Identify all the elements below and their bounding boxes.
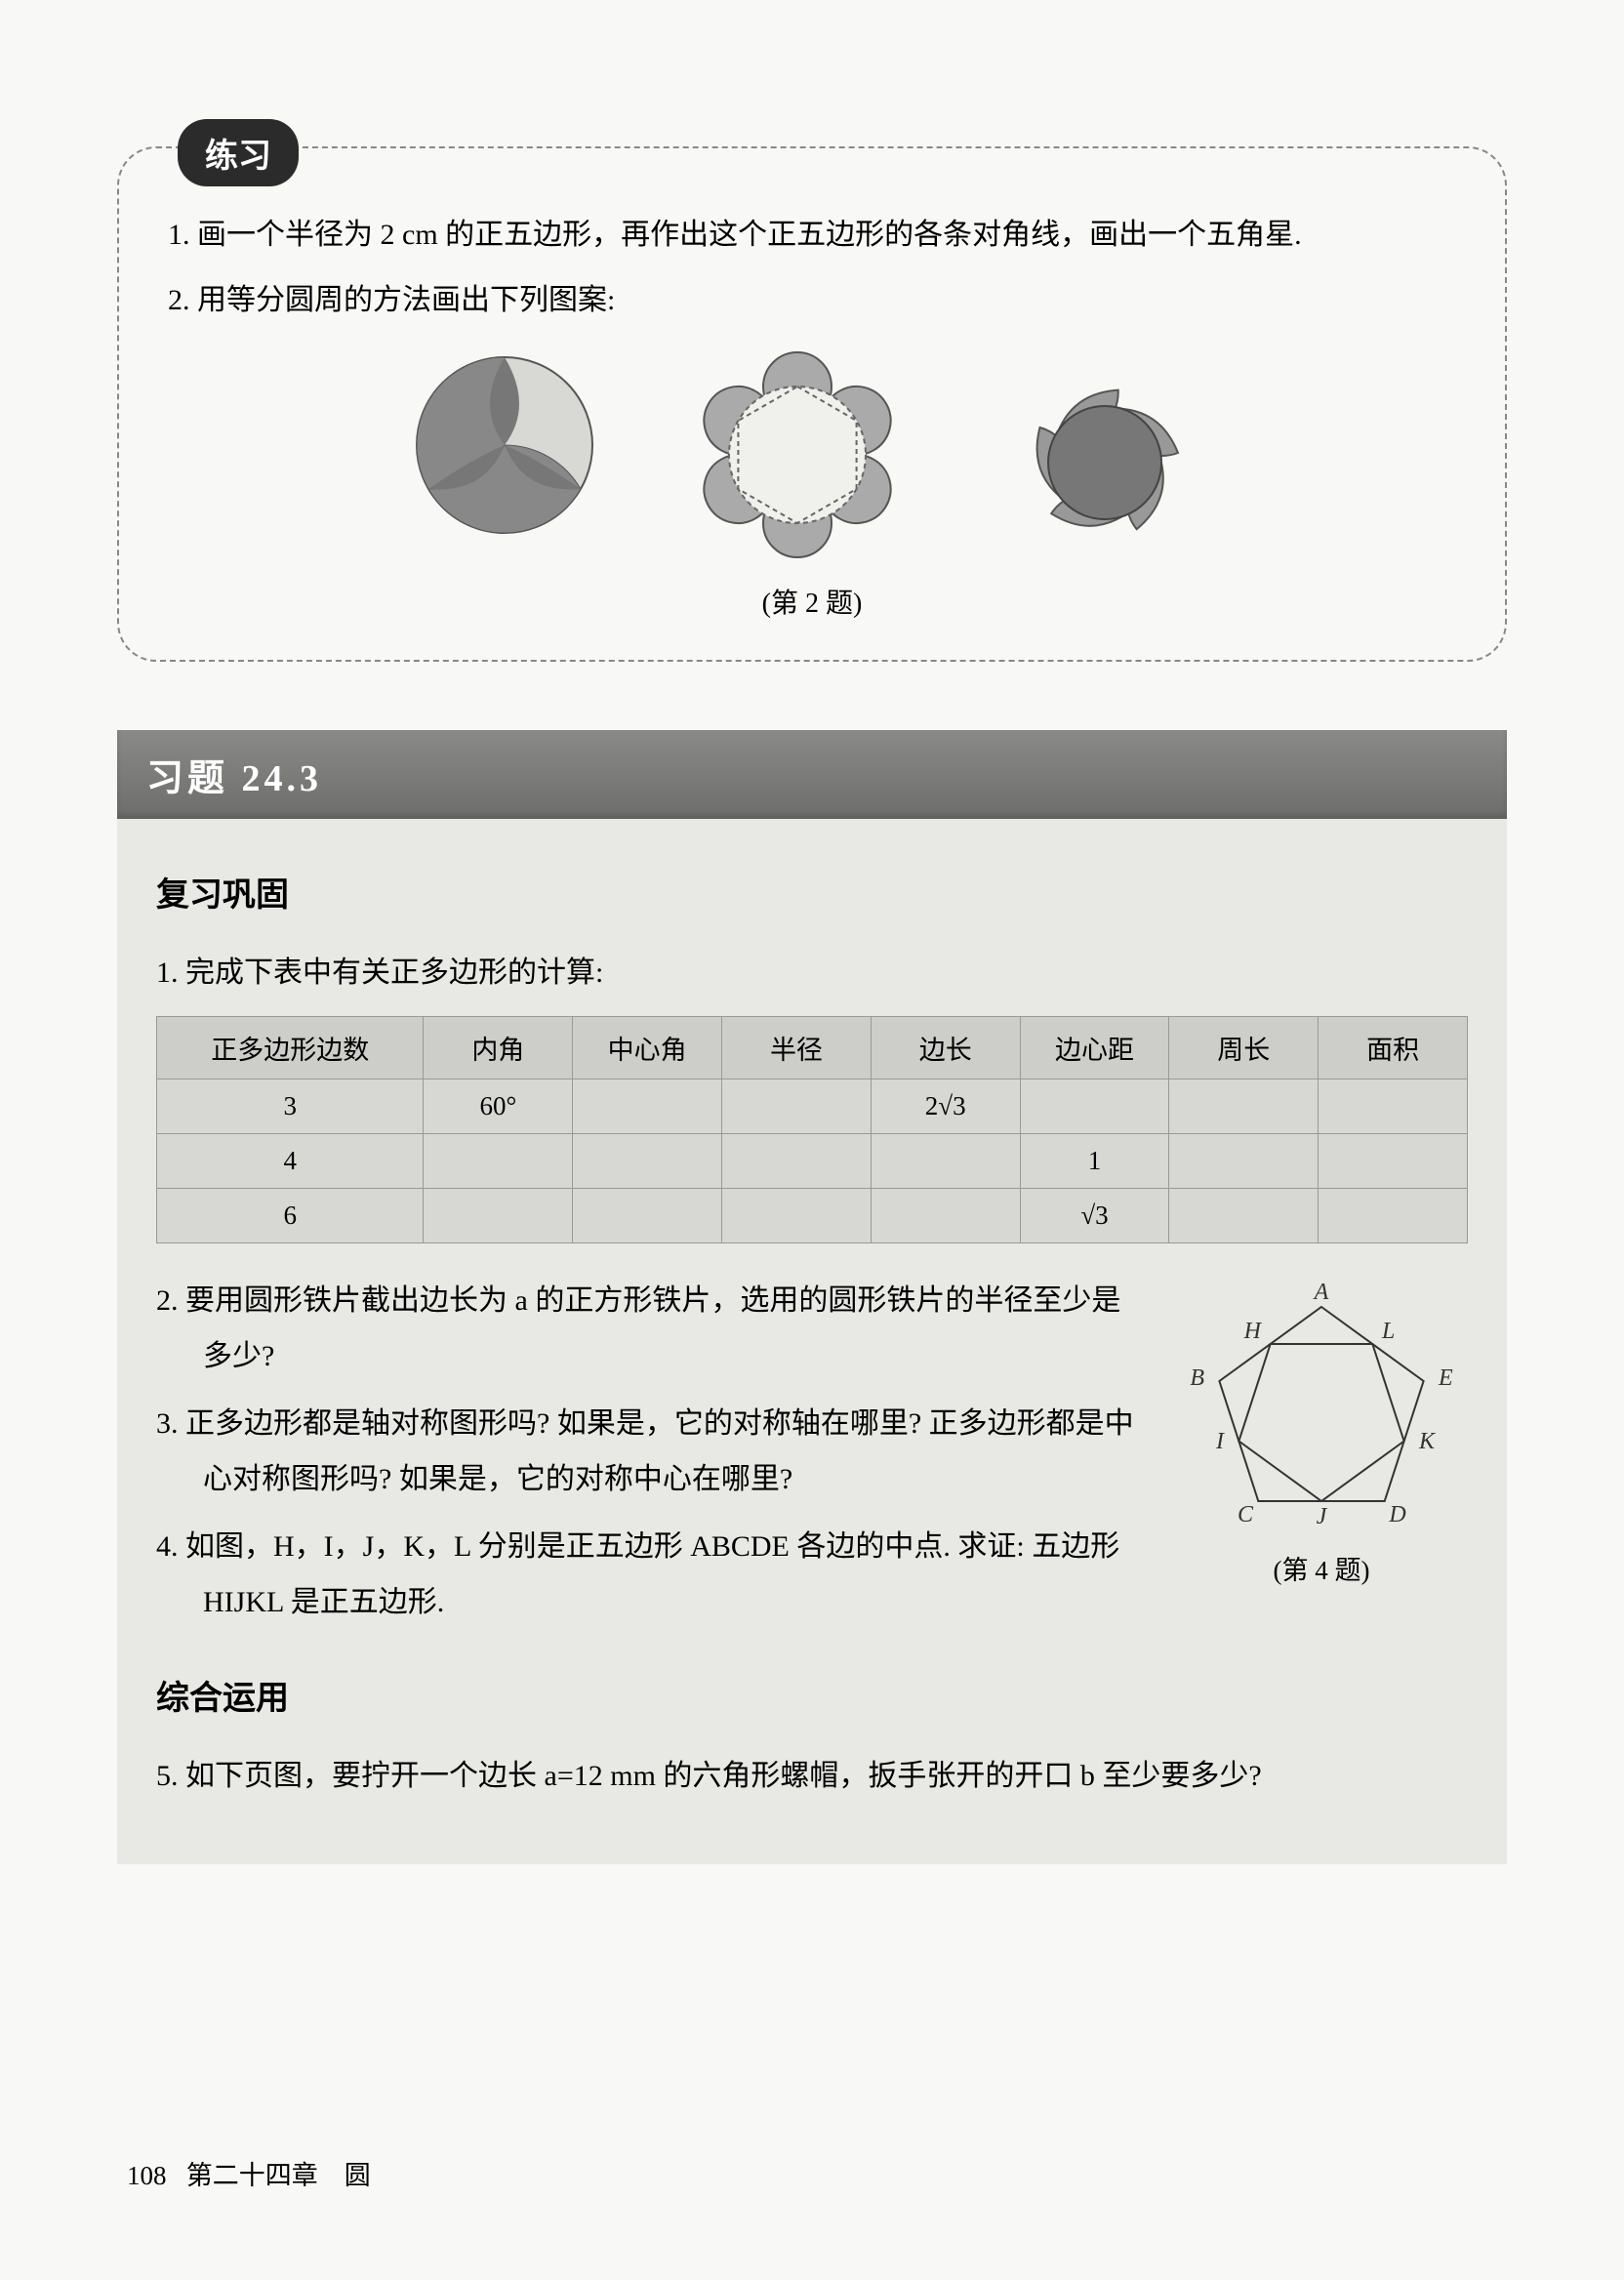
page-footer: 108 第二十四章 圆 <box>127 2154 371 2192</box>
cell <box>722 1134 872 1189</box>
section-banner: 习题 24.3 <box>117 730 1507 819</box>
cell: 1 <box>1020 1134 1169 1189</box>
cell <box>1319 1134 1468 1189</box>
figure-flower6-icon <box>690 347 905 562</box>
cell <box>1020 1079 1169 1134</box>
table-row: 3 60° 2√3 <box>157 1079 1468 1134</box>
th-area: 面积 <box>1319 1017 1468 1079</box>
pentagon-caption: (第 4 题) <box>1175 1549 1468 1587</box>
chapter-label: 第二十四章 圆 <box>186 2161 371 2190</box>
cell <box>1169 1134 1319 1189</box>
cell <box>871 1189 1020 1243</box>
figure-caption-2: (第 2 题) <box>168 582 1456 621</box>
apply-heading: 综合运用 <box>156 1671 1468 1719</box>
cell <box>1169 1079 1319 1134</box>
cell: 4 <box>157 1134 424 1189</box>
pentagon-icon: A B C D E H I J K L <box>1185 1273 1458 1536</box>
cell <box>424 1134 573 1189</box>
svg-text:C: C <box>1238 1502 1254 1527</box>
svg-text:A: A <box>1313 1280 1329 1305</box>
cell <box>1319 1079 1468 1134</box>
cell <box>722 1189 872 1243</box>
figures-row <box>168 347 1456 572</box>
cell <box>1319 1189 1468 1243</box>
polygon-table: 正多边形边数 内角 中心角 半径 边长 边心距 周长 面积 3 60° 2√3 <box>156 1016 1468 1243</box>
review-heading: 复习巩固 <box>156 868 1468 916</box>
th-apothem: 边心距 <box>1020 1017 1169 1079</box>
page-number: 108 <box>127 2161 167 2190</box>
review-q2: 2. 要用圆形铁片截出边长为 a 的正方形铁片，选用的圆形铁片的半径至少是多少? <box>156 1273 1146 1384</box>
svg-text:E: E <box>1438 1365 1453 1391</box>
cell <box>722 1079 872 1134</box>
practice-box: 练习 1. 画一个半径为 2 cm 的正五边形，再作出这个正五边形的各条对角线，… <box>117 146 1507 662</box>
review-q3: 3. 正多边形都是轴对称图形吗? 如果是，它的对称轴在哪里? 正多边形都是中心对… <box>156 1396 1146 1507</box>
figure-flower5-icon <box>993 347 1217 572</box>
table-row: 6 √3 <box>157 1189 1468 1243</box>
practice-q2: 2. 用等分圆周的方法画出下列图案: <box>168 272 1456 328</box>
svg-text:D: D <box>1388 1502 1405 1527</box>
svg-text:I: I <box>1215 1429 1225 1454</box>
cell: 2√3 <box>871 1079 1020 1134</box>
cell <box>573 1079 722 1134</box>
th-perimeter: 周长 <box>1169 1017 1319 1079</box>
th-side: 边长 <box>871 1017 1020 1079</box>
th-interior: 内角 <box>424 1017 573 1079</box>
cell <box>1169 1189 1319 1243</box>
table-row: 4 1 <box>157 1134 1468 1189</box>
svg-text:K: K <box>1418 1429 1437 1454</box>
cell: 60° <box>424 1079 573 1134</box>
figure-trefoil-icon <box>407 347 602 543</box>
th-radius: 半径 <box>722 1017 872 1079</box>
review-q4: 4. 如图，H，I，J，K，L 分别是正五边形 ABCDE 各边的中点. 求证:… <box>156 1519 1146 1630</box>
cell <box>871 1134 1020 1189</box>
practice-q1: 1. 画一个半径为 2 cm 的正五边形，再作出这个正五边形的各条对角线，画出一… <box>168 207 1456 263</box>
cell: √3 <box>1020 1189 1169 1243</box>
pentagon-figure: A B C D E H I J K L (第 4 题) <box>1175 1273 1468 1587</box>
cell: 6 <box>157 1189 424 1243</box>
svg-text:B: B <box>1190 1365 1204 1391</box>
cell <box>573 1189 722 1243</box>
th-central: 中心角 <box>573 1017 722 1079</box>
apply-q5: 5. 如下页图，要拧开一个边长 a=12 mm 的六角形螺帽，扳手张开的开口 b… <box>156 1748 1468 1804</box>
svg-text:L: L <box>1381 1319 1395 1344</box>
th-sides: 正多边形边数 <box>157 1017 424 1079</box>
table-row: 正多边形边数 内角 中心角 半径 边长 边心距 周长 面积 <box>157 1017 1468 1079</box>
svg-text:J: J <box>1317 1504 1328 1529</box>
cell <box>573 1134 722 1189</box>
svg-text:H: H <box>1243 1319 1263 1344</box>
review-q1: 1. 完成下表中有关正多边形的计算: <box>156 945 1468 1000</box>
gray-panel: 复习巩固 1. 完成下表中有关正多边形的计算: 正多边形边数 内角 中心角 半径… <box>117 819 1507 1864</box>
practice-badge: 练习 <box>178 119 299 186</box>
cell: 3 <box>157 1079 424 1134</box>
cell <box>424 1189 573 1243</box>
